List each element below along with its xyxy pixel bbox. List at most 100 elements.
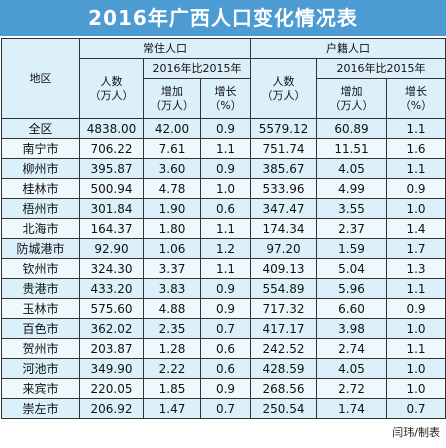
value-cell: 1.0 [386, 378, 446, 399]
table-row: 贺州市 203.87 1.28 0.6 242.52 2.74 1.1 [1, 338, 446, 359]
table-row: 梧州市 301.84 1.90 0.6 347.47 3.55 1.0 [1, 198, 446, 219]
growth-header: 增长 （%） [386, 78, 446, 119]
value-cell: 3.83 [143, 278, 201, 299]
line: （%） [399, 98, 433, 112]
value-cell: 250.54 [250, 398, 317, 419]
value-cell: 362.02 [79, 318, 144, 339]
value-cell: 0.9 [200, 158, 251, 179]
value-cell: 220.05 [79, 378, 144, 399]
line: （%） [209, 98, 242, 112]
count-header: 人数 （万人） [250, 58, 317, 119]
table-row: 贵港市 433.20 3.83 0.9 554.89 5.96 1.1 [1, 278, 446, 299]
value-cell: 347.47 [250, 198, 317, 219]
group-header: 户籍人口 [250, 38, 446, 59]
table-row: 柳州市 395.87 3.60 0.9 385.67 4.05 1.1 [1, 158, 446, 179]
value-cell: 751.74 [250, 138, 317, 159]
region-cell: 钦州市 [1, 258, 80, 279]
value-cell: 4.05 [316, 358, 387, 379]
value-cell: 500.94 [79, 178, 144, 199]
value-cell: 3.55 [316, 198, 387, 219]
value-cell: 4.05 [316, 158, 387, 179]
value-cell: 3.60 [143, 158, 201, 179]
value-cell: 0.9 [386, 298, 446, 319]
value-cell: 242.52 [250, 338, 317, 359]
value-cell: 174.34 [250, 218, 317, 239]
increase-header: 增加 （万人） [316, 78, 387, 119]
value-cell: 1.59 [316, 238, 387, 259]
value-cell: 1.1 [386, 338, 446, 359]
line: 人数 [272, 74, 295, 88]
value-cell: 1.1 [200, 138, 251, 159]
value-cell: 206.92 [79, 398, 144, 419]
table-row: 百色市 362.02 2.35 0.7 417.17 3.98 1.0 [1, 318, 446, 339]
value-cell: 1.1 [386, 158, 446, 179]
line: （万人） [89, 88, 134, 102]
value-cell: 0.9 [200, 298, 251, 319]
value-cell: 3.98 [316, 318, 387, 339]
value-cell: 203.87 [79, 338, 144, 359]
value-cell: 554.89 [250, 278, 317, 299]
value-cell: 428.59 [250, 358, 317, 379]
value-cell: 1.1 [386, 278, 446, 299]
value-cell: 0.7 [386, 398, 446, 419]
value-cell: 0.7 [200, 318, 251, 339]
value-cell: 4838.00 [79, 118, 144, 139]
value-cell: 575.60 [79, 298, 144, 319]
value-cell: 1.85 [143, 378, 201, 399]
value-cell: 2.37 [316, 218, 387, 239]
line: 人数 [100, 74, 123, 88]
line: 增长 [405, 84, 427, 98]
value-cell: 4.99 [316, 178, 387, 199]
region-cell: 河池市 [1, 358, 80, 379]
group-header: 常住人口 [79, 38, 251, 59]
value-cell: 60.89 [316, 118, 387, 139]
region-cell: 崇左市 [1, 398, 80, 419]
value-cell: 0.9 [200, 378, 251, 399]
value-cell: 1.0 [386, 198, 446, 219]
line: （万人） [150, 98, 194, 112]
table-row: 河池市 349.90 2.22 0.6 428.59 4.05 1.0 [1, 358, 446, 379]
value-cell: 11.51 [316, 138, 387, 159]
table-row: 桂林市 500.94 4.78 1.0 533.96 4.99 0.9 [1, 178, 446, 199]
value-cell: 1.1 [200, 218, 251, 239]
region-cell: 百色市 [1, 318, 80, 339]
value-cell: 1.28 [143, 338, 201, 359]
table: 地区 常住人口 户籍人口 人数 （万人） 2016年比2015年 人数 （万人） 2… [1, 38, 446, 419]
compare-header: 2016年比2015年 [316, 58, 446, 79]
value-cell: 1.1 [386, 118, 446, 139]
table-row: 北海市 164.37 1.80 1.1 174.34 2.37 1.4 [1, 218, 446, 239]
table-row: 崇左市 206.92 1.47 0.7 250.54 1.74 0.7 [1, 398, 446, 419]
value-cell: 164.37 [79, 218, 144, 239]
value-cell: 1.0 [200, 178, 251, 199]
value-cell: 6.60 [316, 298, 387, 319]
region-cell: 来宾市 [1, 378, 80, 399]
region-cell: 北海市 [1, 218, 80, 239]
value-cell: 0.9 [200, 278, 251, 299]
value-cell: 2.22 [143, 358, 201, 379]
value-cell: 301.84 [79, 198, 144, 219]
value-cell: 1.0 [386, 358, 446, 379]
value-cell: 417.17 [250, 318, 317, 339]
table-row: 防城港市 92.90 1.06 1.2 97.20 1.59 1.7 [1, 238, 446, 259]
value-cell: 0.6 [200, 338, 251, 359]
value-cell: 1.0 [386, 318, 446, 339]
line: （万人） [329, 98, 374, 112]
region-cell: 全区 [1, 118, 80, 139]
line: 增长 [214, 84, 237, 98]
value-cell: 395.87 [79, 158, 144, 179]
value-cell: 1.4 [386, 218, 446, 239]
value-cell: 97.20 [250, 238, 317, 259]
table-row: 玉林市 575.60 4.88 0.9 717.32 6.60 0.9 [1, 298, 446, 319]
region-cell: 玉林市 [1, 298, 80, 319]
value-cell: 1.6 [386, 138, 446, 159]
value-cell: 5579.12 [250, 118, 317, 139]
value-cell: 0.9 [386, 178, 446, 199]
region-cell: 南宁市 [1, 138, 80, 159]
table-row: 钦州市 324.30 3.37 1.1 409.13 5.04 1.3 [1, 258, 446, 279]
value-cell: 433.20 [79, 278, 144, 299]
value-cell: 717.32 [250, 298, 317, 319]
value-cell: 92.90 [79, 238, 144, 259]
line: 增加 [161, 84, 183, 98]
credit: 闫玮/制表 [392, 426, 440, 439]
table-row: 全区 4838.00 42.00 0.9 5579.12 60.89 1.1 [1, 118, 446, 139]
